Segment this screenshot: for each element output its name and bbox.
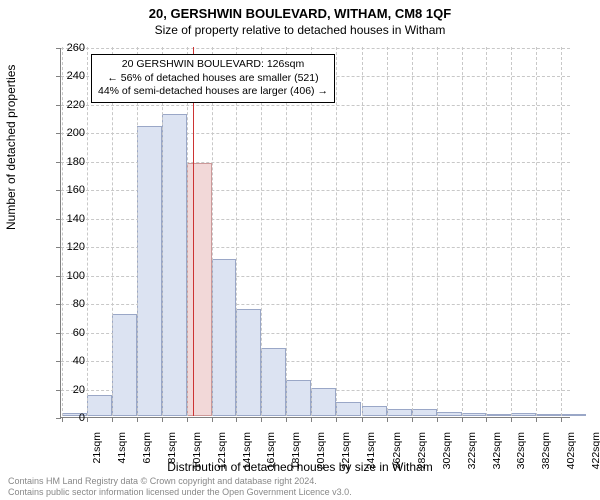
annotation-line-3: 44% of semi-detached houses are larger (… [98, 85, 328, 99]
x-tick-label: 41sqm [116, 432, 128, 472]
y-tick-label: 260 [55, 42, 85, 54]
grid-line-v [536, 47, 537, 416]
y-tick-label: 220 [55, 99, 85, 111]
y-tick-label: 120 [55, 241, 85, 253]
x-tick-mark [336, 417, 337, 422]
x-tick-mark [462, 417, 463, 422]
histogram-bar-highlight [187, 163, 212, 416]
grid-line-v [387, 47, 388, 416]
x-tick-label: 201sqm [315, 432, 327, 472]
x-tick-label: 181sqm [290, 432, 302, 472]
plot-area: 20 GERSHWIN BOULEVARD: 126sqm← 56% of de… [60, 48, 570, 418]
x-tick-label: 322sqm [466, 432, 478, 472]
chart-container: 20, GERSHWIN BOULEVARD, WITHAM, CM8 1QF … [0, 0, 600, 500]
x-tick-mark [412, 417, 413, 422]
x-tick-label: 121sqm [216, 432, 228, 472]
x-tick-label: 362sqm [515, 432, 527, 472]
histogram-bar [412, 409, 437, 416]
x-tick-label: 21sqm [91, 432, 103, 472]
grid-line-v [486, 47, 487, 416]
histogram-bar [486, 414, 511, 416]
x-tick-mark [212, 417, 213, 422]
histogram-bar [286, 380, 311, 416]
histogram-bar [236, 309, 261, 416]
x-tick-mark [162, 417, 163, 422]
plot-wrap: 20 GERSHWIN BOULEVARD: 126sqm← 56% of de… [60, 48, 570, 418]
x-tick-label: 81sqm [166, 432, 178, 472]
x-tick-label: 402sqm [565, 432, 577, 472]
x-tick-label: 302sqm [441, 432, 453, 472]
y-tick-label: 140 [55, 213, 85, 225]
annotation-box: 20 GERSHWIN BOULEVARD: 126sqm← 56% of de… [91, 54, 335, 103]
x-tick-label: 221sqm [340, 432, 352, 472]
histogram-bar [336, 402, 361, 416]
x-tick-mark [286, 417, 287, 422]
x-tick-label: 61sqm [141, 432, 153, 472]
y-tick-label: 180 [55, 156, 85, 168]
x-tick-mark [137, 417, 138, 422]
grid-line-v [87, 47, 88, 416]
annotation-line-2: ← 56% of detached houses are smaller (52… [98, 72, 328, 86]
x-tick-mark [561, 417, 562, 422]
grid-line-v [437, 47, 438, 416]
y-tick-label: 100 [55, 270, 85, 282]
grid-line-v [462, 47, 463, 416]
chart-subtitle: Size of property relative to detached ho… [0, 21, 600, 37]
histogram-bar [511, 413, 536, 416]
grid-line-v [511, 47, 512, 416]
histogram-bar [536, 414, 561, 416]
x-tick-label: 101sqm [191, 432, 203, 472]
x-tick-label: 141sqm [241, 432, 253, 472]
y-tick-label: 80 [55, 298, 85, 310]
y-tick-label: 20 [55, 384, 85, 396]
x-tick-label: 161sqm [265, 432, 277, 472]
y-tick-label: 0 [55, 412, 85, 424]
histogram-bar [162, 114, 187, 416]
x-tick-label: 282sqm [416, 432, 428, 472]
histogram-bar [311, 388, 336, 416]
x-tick-mark [362, 417, 363, 422]
footer-line-2: Contains public sector information licen… [8, 487, 352, 497]
x-tick-label: 342sqm [491, 432, 503, 472]
histogram-bar [261, 348, 286, 416]
x-tick-mark [261, 417, 262, 422]
histogram-bar [362, 406, 387, 416]
x-tick-label: 422sqm [590, 432, 600, 472]
histogram-bar [387, 409, 412, 416]
chart-title: 20, GERSHWIN BOULEVARD, WITHAM, CM8 1QF [0, 0, 600, 21]
histogram-bar [212, 259, 237, 416]
x-tick-mark [112, 417, 113, 422]
x-tick-mark [486, 417, 487, 422]
x-tick-label: 262sqm [391, 432, 403, 472]
grid-line-v [362, 47, 363, 416]
x-tick-mark [536, 417, 537, 422]
y-tick-label: 160 [55, 184, 85, 196]
annotation-line-1: 20 GERSHWIN BOULEVARD: 126sqm [98, 58, 328, 72]
histogram-bar [561, 414, 586, 416]
histogram-bar [462, 413, 487, 416]
y-tick-label: 240 [55, 70, 85, 82]
y-tick-label: 200 [55, 127, 85, 139]
x-tick-mark [236, 417, 237, 422]
x-tick-mark [311, 417, 312, 422]
footer-line-1: Contains HM Land Registry data © Crown c… [8, 476, 352, 486]
x-tick-mark [87, 417, 88, 422]
histogram-bar [87, 395, 112, 416]
grid-line-v [561, 47, 562, 416]
y-tick-label: 60 [55, 327, 85, 339]
x-tick-label: 382sqm [540, 432, 552, 472]
histogram-bar [112, 314, 137, 416]
x-tick-mark [187, 417, 188, 422]
footer-text: Contains HM Land Registry data © Crown c… [8, 476, 352, 497]
histogram-bar [437, 412, 462, 416]
grid-line-v [412, 47, 413, 416]
y-tick-label: 40 [55, 355, 85, 367]
y-axis-label: Number of detached properties [4, 65, 18, 230]
x-tick-mark [437, 417, 438, 422]
x-tick-label: 241sqm [365, 432, 377, 472]
x-tick-mark [511, 417, 512, 422]
histogram-bar [137, 126, 162, 416]
grid-line-v [336, 47, 337, 416]
x-tick-mark [387, 417, 388, 422]
